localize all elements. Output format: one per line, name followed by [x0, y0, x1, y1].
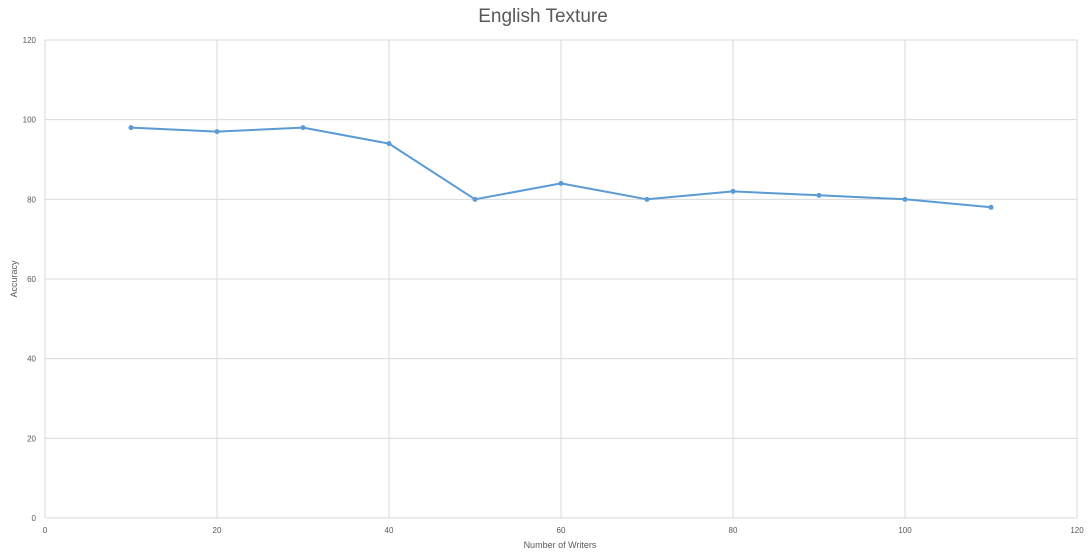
x-tick-label: 20 [213, 526, 222, 535]
series-layer [128, 125, 994, 210]
data-point [644, 196, 650, 202]
y-tick-label: 80 [27, 195, 36, 204]
tick-labels: 0 20 40 60 80 100 120 0 20 40 60 80 100 120 [23, 36, 1085, 535]
data-point [128, 125, 134, 131]
y-tick-label: 0 [32, 514, 37, 523]
data-point [558, 180, 564, 186]
x-tick-label: 80 [729, 526, 738, 535]
data-point [472, 196, 478, 202]
y-tick-label: 60 [27, 275, 36, 284]
x-axis-title: Number of Writers [524, 540, 597, 550]
y-tick-label: 120 [23, 36, 37, 45]
data-point [730, 188, 736, 194]
data-point [988, 204, 994, 210]
x-tick-label: 120 [1070, 526, 1084, 535]
data-point [386, 141, 392, 147]
x-tick-label: 40 [385, 526, 394, 535]
data-point [902, 196, 908, 202]
y-tick-label: 100 [23, 116, 37, 125]
y-tick-label: 40 [27, 355, 36, 364]
y-axis-title: Accuracy [9, 260, 19, 298]
y-tick-label: 20 [27, 434, 36, 443]
x-tick-label: 100 [898, 526, 912, 535]
chart-title: English Texture [478, 6, 608, 27]
data-point [816, 192, 822, 198]
data-point [214, 129, 220, 135]
grid [44, 39, 1078, 519]
x-tick-label: 0 [43, 526, 48, 535]
x-tick-label: 60 [557, 526, 566, 535]
data-point [300, 125, 306, 131]
